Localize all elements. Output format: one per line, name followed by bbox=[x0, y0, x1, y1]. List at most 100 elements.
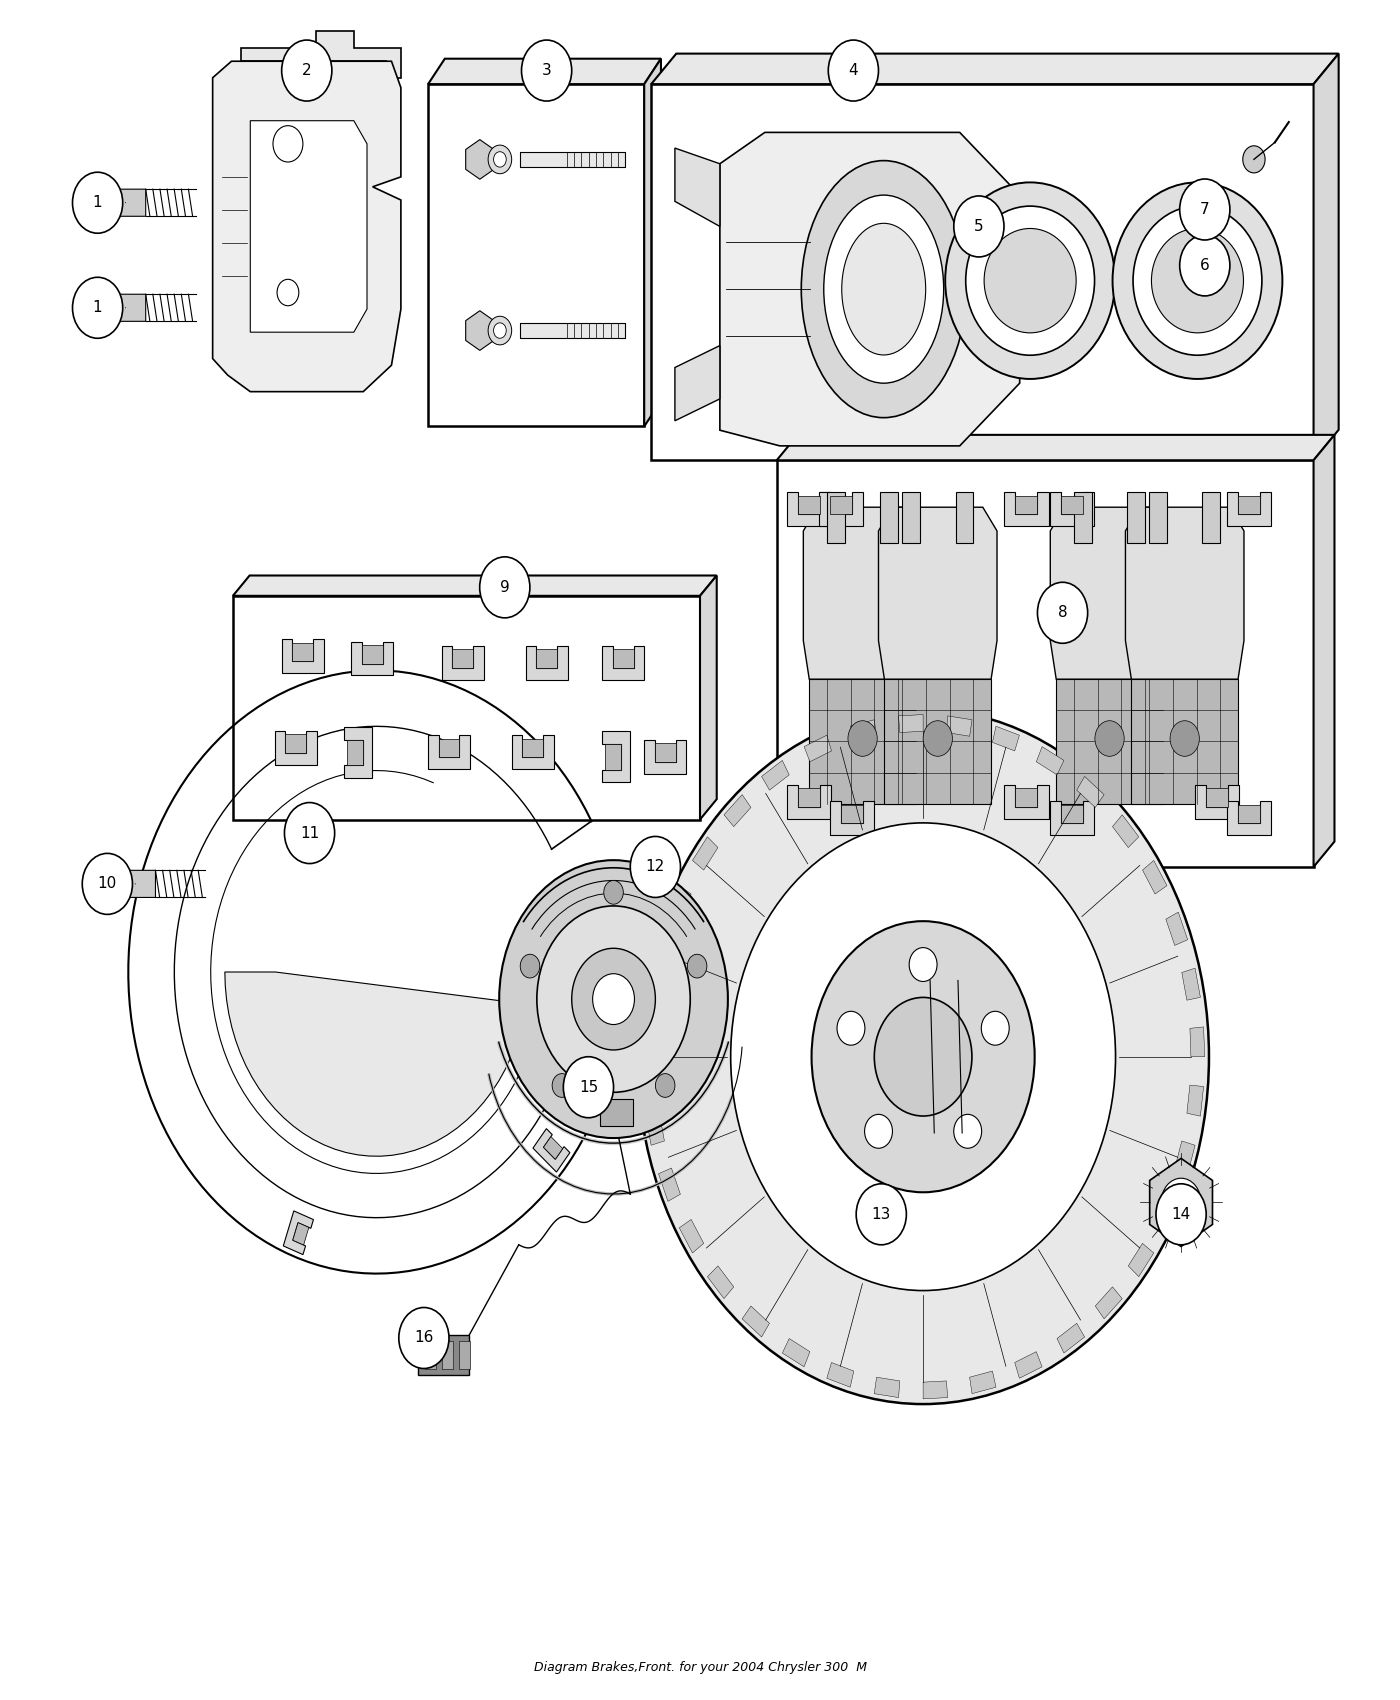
Polygon shape bbox=[108, 294, 146, 321]
Polygon shape bbox=[675, 345, 720, 422]
Circle shape bbox=[829, 41, 878, 100]
Circle shape bbox=[1156, 1183, 1207, 1244]
Polygon shape bbox=[525, 646, 567, 680]
Polygon shape bbox=[644, 60, 661, 427]
Polygon shape bbox=[466, 139, 494, 178]
FancyBboxPatch shape bbox=[428, 83, 644, 427]
Polygon shape bbox=[1128, 1243, 1154, 1277]
Circle shape bbox=[489, 316, 511, 345]
Polygon shape bbox=[899, 714, 923, 733]
Polygon shape bbox=[286, 734, 307, 753]
Polygon shape bbox=[241, 32, 400, 78]
FancyBboxPatch shape bbox=[426, 1341, 437, 1368]
Polygon shape bbox=[874, 1377, 900, 1397]
Text: 2: 2 bbox=[302, 63, 312, 78]
Polygon shape bbox=[251, 121, 367, 332]
Polygon shape bbox=[783, 1338, 811, 1367]
Circle shape bbox=[857, 1183, 906, 1244]
Polygon shape bbox=[602, 731, 630, 782]
Polygon shape bbox=[798, 495, 820, 513]
Circle shape bbox=[848, 721, 878, 756]
Polygon shape bbox=[1190, 1027, 1204, 1057]
FancyBboxPatch shape bbox=[232, 595, 700, 819]
FancyBboxPatch shape bbox=[599, 1100, 633, 1125]
Polygon shape bbox=[1004, 491, 1049, 525]
Text: 15: 15 bbox=[578, 1080, 598, 1095]
Polygon shape bbox=[643, 998, 659, 1028]
Polygon shape bbox=[878, 507, 997, 680]
Polygon shape bbox=[118, 870, 155, 898]
Polygon shape bbox=[668, 886, 692, 920]
Polygon shape bbox=[1036, 746, 1064, 775]
Polygon shape bbox=[225, 972, 526, 1156]
Polygon shape bbox=[1175, 1141, 1196, 1173]
Polygon shape bbox=[655, 743, 676, 762]
FancyBboxPatch shape bbox=[459, 1341, 470, 1368]
Polygon shape bbox=[1182, 969, 1200, 1000]
Polygon shape bbox=[512, 736, 553, 770]
Polygon shape bbox=[1127, 493, 1145, 542]
Circle shape bbox=[731, 823, 1116, 1290]
Polygon shape bbox=[1194, 785, 1239, 819]
Polygon shape bbox=[1203, 493, 1221, 542]
Polygon shape bbox=[536, 649, 557, 668]
FancyBboxPatch shape bbox=[519, 151, 626, 167]
Circle shape bbox=[630, 836, 680, 898]
Circle shape bbox=[277, 279, 298, 306]
Polygon shape bbox=[923, 1380, 948, 1399]
Text: 6: 6 bbox=[1200, 258, 1210, 274]
Circle shape bbox=[875, 998, 972, 1115]
Polygon shape bbox=[351, 641, 393, 675]
Circle shape bbox=[865, 1115, 892, 1148]
Circle shape bbox=[687, 954, 707, 977]
Polygon shape bbox=[347, 740, 363, 765]
Polygon shape bbox=[798, 789, 820, 808]
Polygon shape bbox=[693, 836, 718, 870]
Polygon shape bbox=[274, 731, 316, 765]
Polygon shape bbox=[830, 495, 853, 513]
Circle shape bbox=[284, 802, 335, 864]
Polygon shape bbox=[946, 716, 972, 736]
Circle shape bbox=[273, 126, 302, 162]
Circle shape bbox=[521, 954, 540, 977]
Circle shape bbox=[1161, 1178, 1201, 1227]
Text: 8: 8 bbox=[1058, 605, 1067, 620]
Polygon shape bbox=[700, 576, 717, 819]
Polygon shape bbox=[1226, 491, 1271, 525]
Polygon shape bbox=[850, 719, 876, 743]
Circle shape bbox=[522, 41, 571, 100]
Circle shape bbox=[1095, 721, 1124, 756]
Polygon shape bbox=[720, 133, 1019, 445]
Ellipse shape bbox=[1133, 206, 1261, 355]
Circle shape bbox=[73, 172, 123, 233]
Polygon shape bbox=[1061, 804, 1084, 823]
Polygon shape bbox=[466, 311, 494, 350]
Polygon shape bbox=[830, 801, 874, 835]
Polygon shape bbox=[213, 61, 400, 391]
Text: 9: 9 bbox=[500, 580, 510, 595]
Circle shape bbox=[571, 949, 655, 1051]
Polygon shape bbox=[605, 745, 620, 770]
Polygon shape bbox=[762, 760, 790, 790]
Polygon shape bbox=[283, 1210, 314, 1255]
Polygon shape bbox=[1050, 801, 1095, 835]
Polygon shape bbox=[804, 734, 832, 762]
FancyBboxPatch shape bbox=[651, 83, 1313, 461]
Circle shape bbox=[399, 1307, 449, 1368]
Text: 5: 5 bbox=[974, 219, 984, 235]
Polygon shape bbox=[787, 785, 832, 819]
Polygon shape bbox=[602, 646, 644, 680]
Polygon shape bbox=[827, 1362, 854, 1387]
Polygon shape bbox=[293, 643, 314, 661]
Ellipse shape bbox=[1113, 182, 1282, 379]
Polygon shape bbox=[1166, 913, 1187, 945]
Text: 3: 3 bbox=[542, 63, 552, 78]
Text: 12: 12 bbox=[645, 860, 665, 874]
Circle shape bbox=[637, 709, 1210, 1404]
Polygon shape bbox=[361, 644, 382, 663]
Polygon shape bbox=[428, 736, 470, 770]
Text: 1: 1 bbox=[92, 301, 102, 314]
Polygon shape bbox=[1113, 814, 1138, 848]
Polygon shape bbox=[1313, 435, 1334, 867]
Polygon shape bbox=[970, 1372, 995, 1394]
